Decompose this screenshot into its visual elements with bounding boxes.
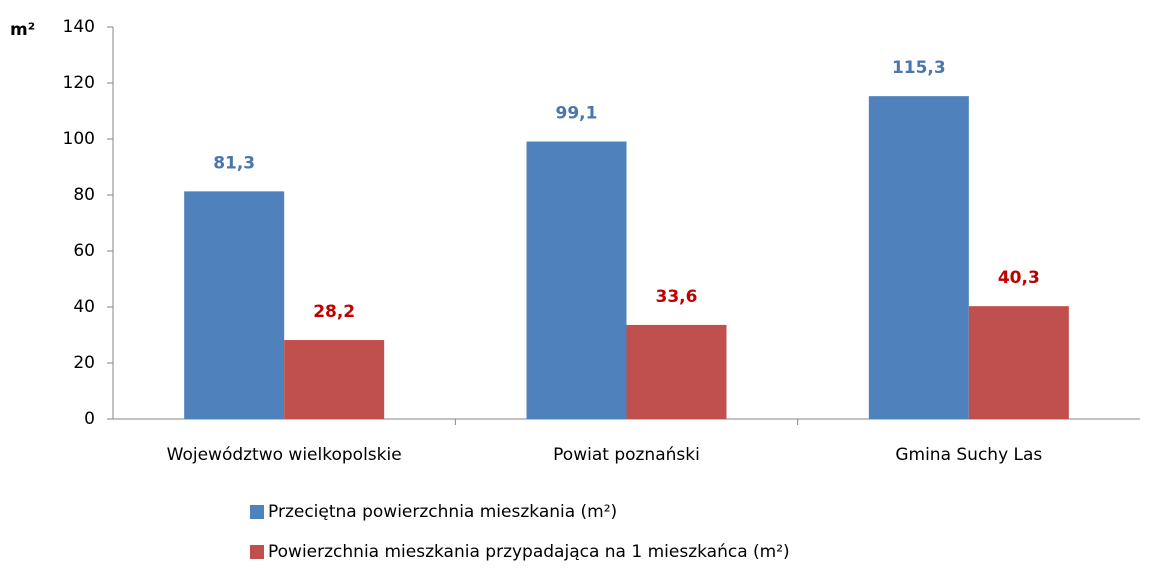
legend-label: Powierzchnia mieszkania przypadająca na …	[268, 542, 790, 562]
bar	[184, 191, 285, 419]
bar	[626, 324, 727, 419]
value-label: 81,3	[213, 153, 255, 173]
bar	[868, 96, 969, 419]
value-label: 28,2	[313, 302, 355, 322]
y-tick-label: 100	[63, 129, 95, 149]
y-tick-label: 140	[63, 17, 95, 37]
y-tick-label: 20	[73, 353, 95, 373]
y-tick-label: 80	[73, 185, 95, 205]
y-tick-label: 40	[73, 297, 95, 317]
value-label: 33,6	[656, 287, 698, 307]
y-axis-label: m²	[10, 20, 35, 40]
y-tick-label: 0	[84, 409, 95, 429]
legend-label: Przeciętna powierzchnia mieszkania (m²)	[268, 502, 617, 522]
x-tick-label: Województwo wielkopolskie	[167, 445, 402, 465]
value-label: 40,3	[998, 268, 1040, 288]
bar	[968, 306, 1069, 419]
x-tick-label: Gmina Suchy Las	[895, 445, 1042, 465]
bar	[526, 141, 627, 419]
x-tick-label: Powiat poznański	[553, 445, 700, 465]
value-label: 115,3	[892, 58, 946, 78]
legend-swatch	[250, 505, 264, 519]
legend-swatch	[250, 545, 264, 559]
y-tick-label: 60	[73, 241, 95, 261]
bar	[284, 340, 385, 419]
value-label: 99,1	[556, 104, 598, 124]
y-tick-label: 120	[63, 73, 95, 93]
